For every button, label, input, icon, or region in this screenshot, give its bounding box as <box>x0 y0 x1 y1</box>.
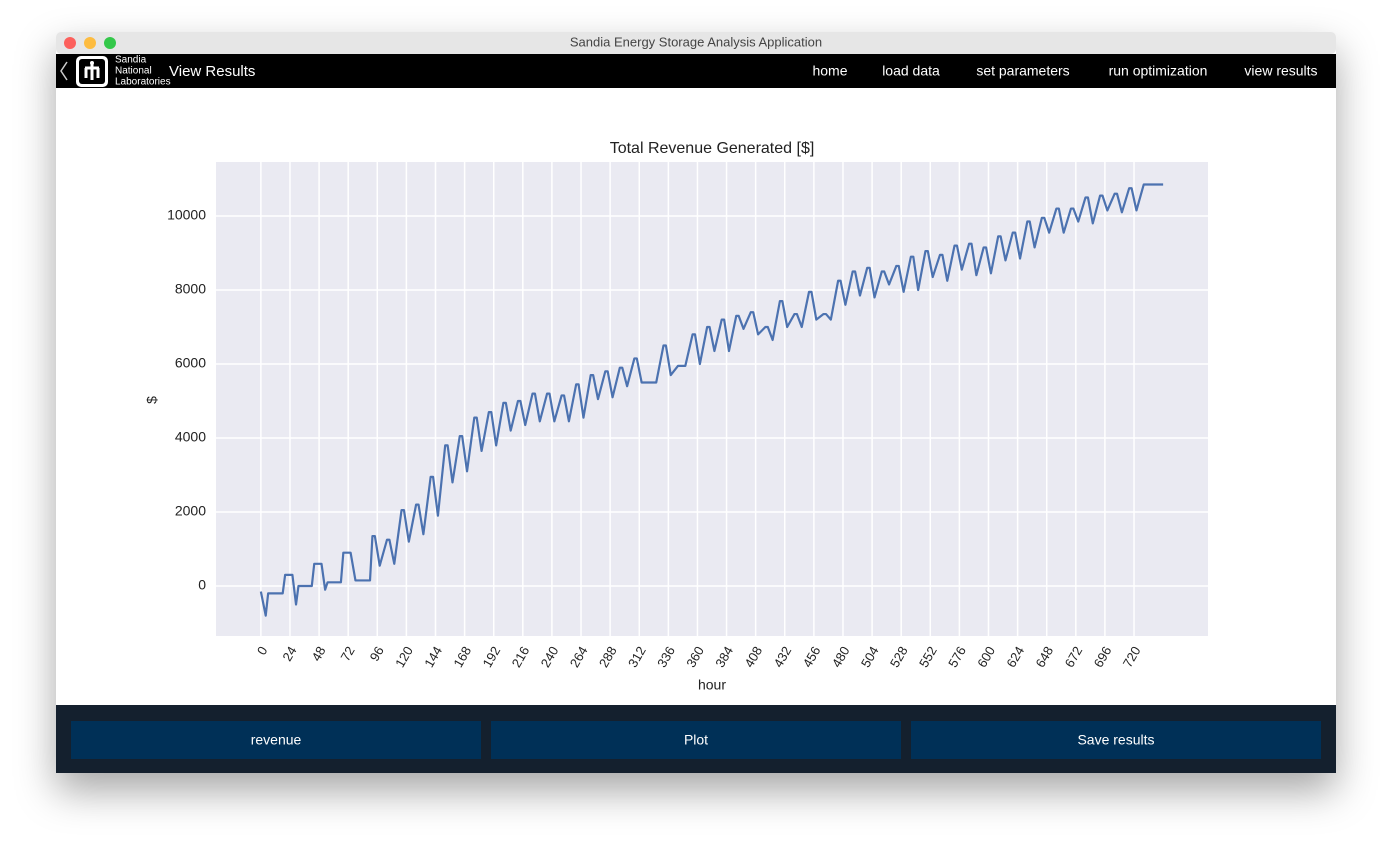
x-tick-label: 72 <box>338 644 358 664</box>
zoom-button[interactable] <box>104 37 116 49</box>
brand-line: Laboratories <box>115 77 171 88</box>
button-label[interactable]: Save results <box>1077 732 1154 748</box>
nav-bar <box>56 54 1336 88</box>
y-tick-label: 8000 <box>175 281 206 297</box>
minimize-button[interactable] <box>84 37 96 49</box>
button-label[interactable]: revenue <box>251 732 302 748</box>
data-line <box>259 183 1164 617</box>
button[interactable] <box>911 721 1321 759</box>
nav-link[interactable]: view results <box>1244 63 1317 79</box>
button[interactable] <box>71 721 481 759</box>
y-axis-label: $ <box>144 396 160 404</box>
x-tick-label: 48 <box>308 644 328 664</box>
window-title: Sandia Energy Storage Analysis Applicati… <box>570 34 822 49</box>
nav-link[interactable]: run optimization <box>1109 63 1208 79</box>
logo-head <box>90 61 94 65</box>
chart-title: Total Revenue Generated [$] <box>610 140 815 157</box>
title-bar <box>56 32 1336 54</box>
button[interactable] <box>491 721 901 759</box>
nav-link[interactable]: home <box>812 63 847 79</box>
brand-line: Sandia <box>115 55 147 66</box>
button-label[interactable]: Plot <box>684 732 708 748</box>
y-tick-label: 6000 <box>175 355 206 371</box>
x-tick-label: 24 <box>279 644 299 664</box>
nav-link[interactable]: load data <box>882 63 940 79</box>
plot-area <box>216 162 1208 636</box>
x-axis-label: hour <box>698 677 726 693</box>
close-button[interactable] <box>64 37 76 49</box>
nav-link[interactable]: set parameters <box>976 63 1069 79</box>
y-tick-label: 0 <box>198 577 206 593</box>
y-tick-label: 4000 <box>175 429 206 445</box>
y-tick-label: 2000 <box>175 503 206 519</box>
logo-figure <box>84 62 100 80</box>
y-tick-label: 10000 <box>167 207 206 223</box>
back-arrow[interactable] <box>60 61 68 81</box>
brand-line: National <box>115 66 152 77</box>
chart: Total Revenue Generated [$] hour $ 0 2000… <box>144 140 1208 693</box>
page-title: View Results <box>169 63 255 80</box>
x-tick-label: 96 <box>367 644 387 664</box>
